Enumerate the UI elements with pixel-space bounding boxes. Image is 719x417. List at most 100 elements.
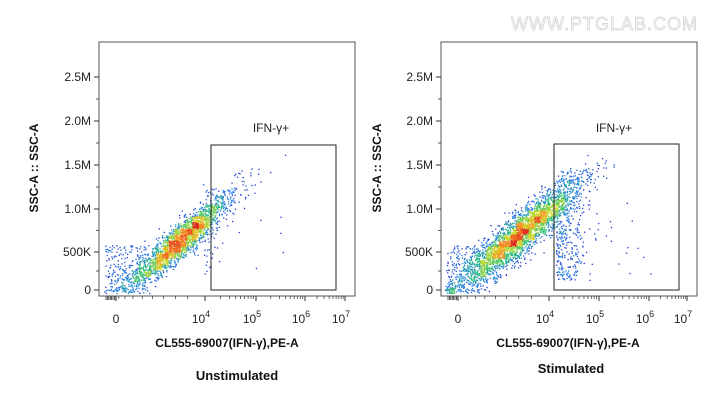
event-dot: [490, 225, 491, 226]
event-dot: [149, 267, 150, 268]
panel-caption: Stimulated: [538, 361, 605, 376]
event-dot: [198, 211, 199, 212]
event-dot: [132, 265, 133, 266]
event-dot: [172, 254, 173, 255]
event-dot: [483, 251, 484, 252]
event-dot: [474, 253, 475, 254]
event-dot: [197, 245, 198, 246]
event-dot: [205, 209, 206, 210]
event-dot: [524, 253, 525, 254]
event-dot: [207, 195, 208, 196]
event-dot: [170, 245, 171, 246]
event-dot: [179, 215, 180, 216]
event-dot: [555, 216, 556, 217]
event-dot: [134, 274, 135, 275]
event-dot: [227, 198, 228, 199]
event-dot: [226, 219, 227, 220]
event-dot: [527, 237, 528, 238]
event-dot: [197, 237, 198, 238]
event-dot: [470, 269, 471, 270]
event-dot: [137, 254, 138, 255]
event-dot: [157, 254, 158, 255]
event-dot: [508, 233, 509, 234]
event-dot: [518, 214, 519, 215]
event-dot: [169, 248, 170, 249]
event-dot: [209, 267, 210, 268]
event-dot: [174, 233, 175, 234]
event-dot: [217, 224, 218, 225]
event-dot: [122, 269, 123, 270]
event-dot: [482, 269, 483, 270]
event-dot: [217, 217, 218, 218]
event-dot: [184, 216, 185, 217]
event-dot: [204, 207, 205, 208]
event-dot: [544, 240, 545, 241]
event-dot: [212, 253, 213, 254]
event-dot: [159, 266, 160, 267]
event-dot: [498, 236, 499, 237]
event-dot: [511, 224, 512, 225]
event-dot: [124, 290, 125, 291]
event-dot: [162, 261, 163, 262]
event-dot: [212, 233, 213, 234]
event-dot: [454, 291, 455, 292]
event-dot: [493, 235, 494, 236]
event-dot: [487, 244, 488, 245]
event-dot: [208, 206, 209, 207]
event-dot: [108, 271, 109, 272]
event-dot: [493, 270, 494, 271]
event-dot: [235, 209, 236, 210]
event-dot: [138, 257, 139, 258]
event-dot: [173, 229, 174, 230]
event-dot: [134, 286, 135, 287]
event-dot: [164, 250, 165, 251]
event-dot: [188, 238, 189, 239]
event-dot: [505, 221, 506, 222]
event-dot: [118, 275, 119, 276]
event-dot: [205, 213, 206, 214]
event-dot: [523, 255, 524, 256]
event-dot: [223, 196, 224, 197]
event-dot: [505, 266, 506, 267]
event-dot: [213, 219, 214, 220]
event-dot: [467, 274, 468, 275]
event-dot: [131, 245, 132, 246]
event-dot: [208, 192, 209, 193]
event-dot: [110, 290, 111, 291]
event-dot: [147, 254, 148, 255]
event-dot: [201, 214, 202, 215]
event-dot: [512, 232, 513, 233]
event-dot: [153, 270, 154, 271]
event-dot: [547, 219, 548, 220]
event-dot: [128, 276, 129, 277]
event-dot: [459, 280, 460, 281]
event-dot: [155, 257, 156, 258]
event-dot: [587, 174, 588, 175]
event-dot: [166, 270, 167, 271]
event-dot: [199, 221, 200, 222]
event-dot: [189, 218, 190, 219]
event-dot: [163, 263, 164, 264]
event-dot: [136, 277, 137, 278]
event-dot: [560, 190, 561, 191]
event-dot: [202, 233, 203, 234]
event-dot: [460, 291, 461, 292]
event-dot: [551, 235, 552, 236]
event-dot: [190, 233, 191, 234]
event-dot: [514, 215, 515, 216]
event-dot: [123, 270, 124, 271]
event-dot: [550, 227, 551, 228]
event-dot: [142, 257, 143, 258]
event-dot: [126, 280, 127, 281]
event-dot: [202, 241, 203, 242]
event-dot: [547, 194, 548, 195]
x-axis-title: CL555-69007(IFN-γ),PE-A: [496, 336, 640, 350]
event-dot: [124, 285, 125, 286]
event-dot: [599, 165, 600, 166]
event-dot: [512, 218, 513, 219]
event-dot: [132, 289, 133, 290]
event-dot: [483, 240, 484, 241]
event-dot: [474, 267, 475, 268]
event-dot: [487, 271, 488, 272]
event-dot: [473, 285, 474, 286]
